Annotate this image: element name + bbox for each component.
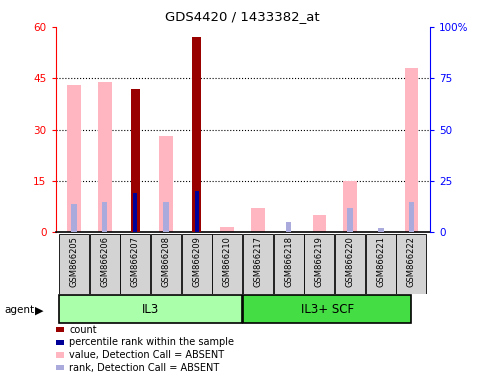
Text: IL3+ SCF: IL3+ SCF <box>300 303 354 316</box>
Bar <box>163 202 169 232</box>
Bar <box>304 234 334 294</box>
Bar <box>335 234 365 294</box>
Bar <box>131 89 140 232</box>
Text: GSM866217: GSM866217 <box>254 236 263 287</box>
Bar <box>120 234 150 294</box>
Bar <box>71 204 77 232</box>
Bar <box>159 136 173 232</box>
Text: rank, Detection Call = ABSENT: rank, Detection Call = ABSENT <box>69 362 219 372</box>
Bar <box>59 295 242 323</box>
Text: GSM866220: GSM866220 <box>346 236 355 287</box>
Bar <box>151 234 181 294</box>
Text: agent: agent <box>5 305 35 315</box>
Text: GSM866207: GSM866207 <box>131 236 140 287</box>
Bar <box>243 234 273 294</box>
Bar <box>313 215 327 232</box>
Bar <box>251 209 265 232</box>
Bar <box>274 234 304 294</box>
Bar <box>243 295 411 323</box>
Bar <box>397 234 426 294</box>
Bar <box>98 82 112 232</box>
Bar <box>195 191 199 232</box>
Text: ▶: ▶ <box>35 305 43 315</box>
Bar <box>405 68 418 232</box>
Bar <box>213 234 242 294</box>
Bar <box>409 202 414 232</box>
Text: GSM866209: GSM866209 <box>192 236 201 287</box>
Text: IL3: IL3 <box>142 303 159 316</box>
Bar <box>133 193 138 232</box>
Text: percentile rank within the sample: percentile rank within the sample <box>69 337 234 347</box>
Bar <box>59 234 89 294</box>
Text: GSM866206: GSM866206 <box>100 236 109 287</box>
Bar <box>343 181 357 232</box>
Title: GDS4420 / 1433382_at: GDS4420 / 1433382_at <box>165 10 320 23</box>
Text: GSM866222: GSM866222 <box>407 236 416 287</box>
Text: count: count <box>69 324 97 334</box>
Bar <box>378 228 384 232</box>
Text: value, Detection Call = ABSENT: value, Detection Call = ABSENT <box>69 350 224 360</box>
Text: GSM866208: GSM866208 <box>161 236 170 287</box>
Text: GSM866221: GSM866221 <box>376 236 385 287</box>
Bar <box>90 234 120 294</box>
Bar <box>192 37 201 232</box>
Bar <box>102 202 107 232</box>
Text: GSM866210: GSM866210 <box>223 236 232 287</box>
Bar <box>182 234 212 294</box>
Text: GSM866219: GSM866219 <box>315 236 324 287</box>
Bar <box>366 234 396 294</box>
Bar <box>286 222 292 232</box>
Bar <box>347 208 353 232</box>
Bar <box>220 227 234 232</box>
Text: GSM866218: GSM866218 <box>284 236 293 287</box>
Bar <box>67 85 81 232</box>
Text: GSM866205: GSM866205 <box>70 236 78 287</box>
